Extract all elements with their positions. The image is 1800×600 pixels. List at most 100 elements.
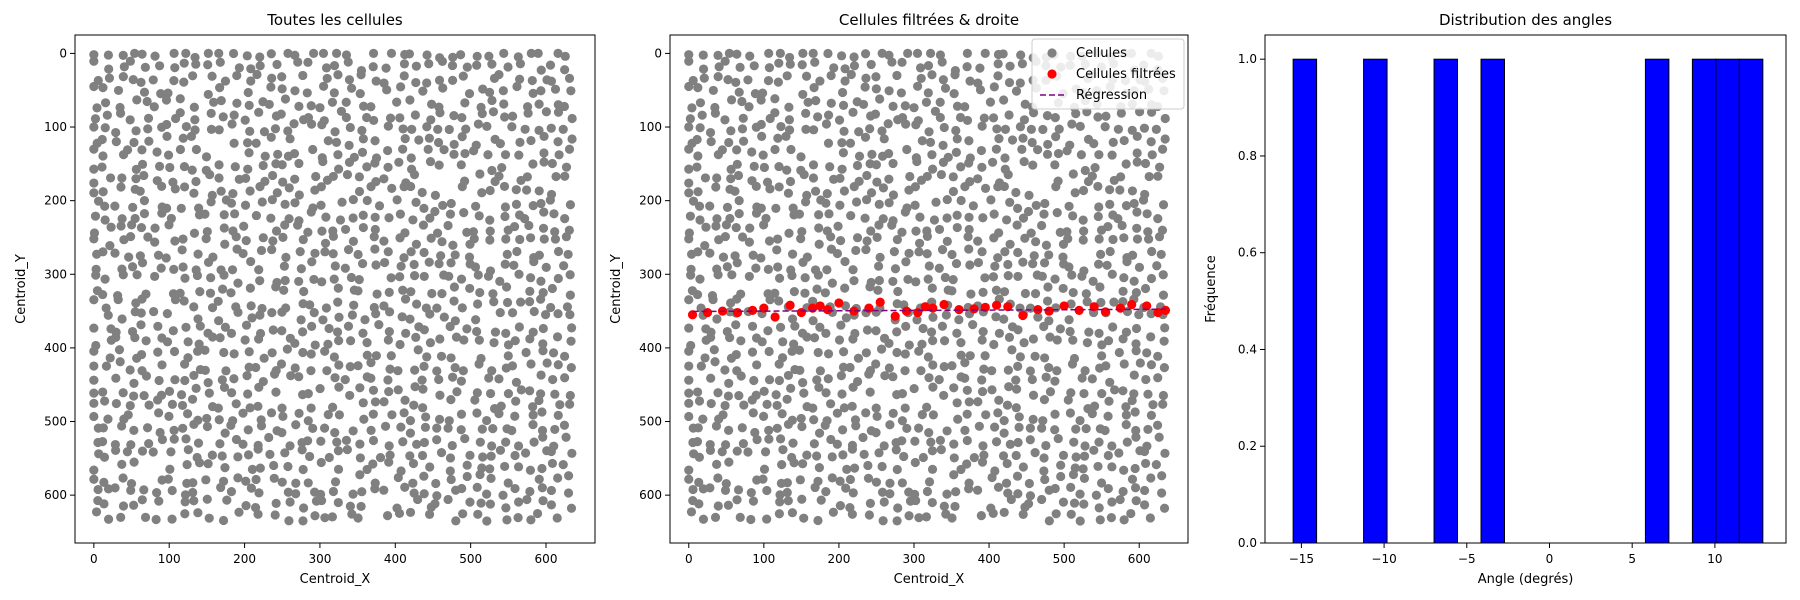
cell-point (999, 314, 1009, 324)
cell-point (234, 507, 244, 517)
cell-point (534, 474, 544, 484)
cell-point (462, 324, 472, 334)
cell-point (720, 115, 730, 125)
cell-point (243, 164, 253, 174)
cell-point (139, 209, 150, 219)
cell-point (914, 238, 925, 248)
chart-title-2: Cellules filtrées & droite (839, 11, 1019, 29)
cell-point (785, 176, 796, 187)
x-tick-label-3: 0 (1546, 552, 1554, 566)
cell-point (494, 70, 504, 80)
cell-point (89, 295, 99, 305)
cell-point (99, 452, 110, 462)
cell-point (431, 478, 441, 489)
cell-point (838, 100, 849, 110)
cell-point (695, 274, 705, 284)
cell-point (832, 408, 842, 418)
filtered-point (890, 311, 900, 321)
cell-point (1118, 486, 1128, 497)
cell-point (917, 410, 927, 420)
cell-point (474, 335, 484, 345)
x-tick-label-2: 400 (978, 552, 1001, 566)
cell-point (711, 182, 721, 192)
cell-point (231, 232, 241, 242)
cell-point (202, 421, 213, 432)
cell-point (927, 70, 937, 80)
cell-point (1153, 351, 1163, 361)
cell-point (399, 408, 409, 418)
cell-point (1132, 207, 1142, 217)
cell-point (993, 59, 1003, 69)
cell-point (153, 321, 163, 331)
cell-point (849, 52, 859, 62)
cell-point (787, 270, 797, 281)
cell-point (915, 63, 926, 73)
cell-point (357, 147, 368, 157)
filtered-point (1160, 305, 1171, 315)
cell-point (784, 52, 795, 63)
cell-point (283, 461, 293, 472)
cell-point (784, 115, 794, 125)
cell-point (864, 510, 875, 520)
cell-point (749, 61, 759, 71)
cell-point (917, 339, 927, 349)
cell-point (1078, 235, 1088, 245)
cell-point (370, 244, 380, 254)
cell-point (782, 487, 792, 498)
cell-point (862, 195, 872, 205)
cell-point (478, 84, 488, 94)
cell-point (284, 516, 294, 526)
cell-point (1020, 233, 1030, 243)
cell-point (362, 162, 372, 172)
cell-point (974, 421, 984, 431)
cell-point (242, 138, 253, 148)
cell-point (227, 388, 237, 398)
cell-point (564, 144, 575, 154)
cell-point (538, 323, 548, 334)
cell-point (294, 408, 304, 418)
cell-point (862, 325, 873, 335)
filtered-point (1142, 301, 1152, 311)
cell-point (872, 232, 882, 243)
cell-point (303, 416, 313, 426)
cell-point (215, 57, 225, 67)
cell-point (808, 48, 818, 59)
cell-point (157, 181, 167, 191)
cell-point (432, 303, 442, 313)
cell-point (1103, 336, 1114, 346)
cell-point (331, 48, 342, 59)
cell-point (219, 382, 230, 393)
cell-point (998, 451, 1009, 461)
cell-point (814, 382, 824, 393)
cell-point (89, 122, 99, 132)
cell-point (244, 347, 254, 357)
cell-point (187, 165, 197, 175)
cell-point (688, 484, 698, 495)
cell-point (330, 127, 340, 137)
cell-point (927, 497, 937, 508)
cell-point (1039, 258, 1050, 268)
cell-point (684, 188, 694, 198)
cell-point (98, 187, 108, 197)
cell-point (1018, 213, 1029, 223)
cell-point (1005, 239, 1015, 249)
cell-point (693, 83, 703, 93)
cell-point (528, 420, 538, 430)
cell-point (684, 144, 694, 154)
cell-point (567, 448, 577, 458)
cell-point (852, 233, 863, 243)
cell-point (180, 359, 190, 369)
cell-point (936, 445, 946, 455)
cell-point (117, 459, 127, 469)
cell-point (478, 452, 488, 462)
cell-point (989, 209, 999, 219)
cell-point (923, 274, 933, 284)
cell-point (854, 127, 864, 137)
cell-point (270, 124, 281, 134)
cell-point (511, 377, 522, 387)
cell-point (321, 63, 332, 73)
cell-point (1014, 412, 1024, 422)
cell-point (1095, 282, 1105, 292)
cell-point (789, 458, 799, 468)
cell-point (384, 441, 394, 451)
